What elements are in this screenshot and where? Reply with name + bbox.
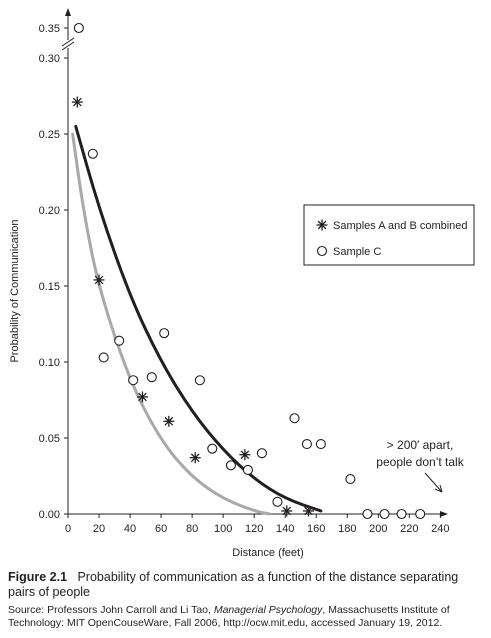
- data-point-sample-c: [242, 464, 254, 475]
- annotation-arrow-head: [434, 484, 443, 493]
- y-tick-label: 0.25: [39, 129, 60, 141]
- data-point-sample-c: [272, 496, 283, 507]
- x-tick-label: 140: [276, 523, 294, 535]
- annotation-arrow-shaft: [424, 472, 443, 493]
- asterisk-stroke: [72, 97, 82, 107]
- data-point-samples-ab: [302, 505, 314, 517]
- asterisk-stroke: [138, 392, 147, 402]
- asterisk-stroke: [282, 506, 292, 516]
- x-tick-label: 160: [307, 523, 325, 535]
- data-point-sample-c: [301, 439, 312, 450]
- source-suffix: , Massachusetts Institute of Technology:…: [8, 604, 450, 629]
- x-tick-label: 80: [186, 523, 198, 535]
- data-point-sample-c: [379, 508, 390, 520]
- x-tick-label: 20: [93, 523, 105, 535]
- data-point-sample-c: [98, 352, 109, 363]
- asterisk-stroke: [240, 450, 250, 460]
- fit-curves: [71, 124, 323, 516]
- x-tick-label: 100: [214, 523, 232, 535]
- x-axis-title: Distance (feet): [232, 547, 304, 559]
- x-tick-label: 220: [400, 523, 418, 535]
- legend-marker-circle: [316, 245, 328, 257]
- data-point-sample-c: [289, 413, 300, 424]
- y-tick-label: 0.30: [39, 53, 60, 65]
- x-axis-arrow: [440, 511, 448, 517]
- data-point-samples-ab: [163, 415, 175, 427]
- y-axis-title: Probability of Communication: [9, 219, 21, 362]
- y-tick-label: 0.15: [39, 281, 60, 293]
- data-point-sample-c: [194, 375, 205, 386]
- y-tick-label: 0.05: [39, 433, 60, 445]
- data-point-sample-c: [87, 148, 98, 159]
- caption-text-block: Figure 2.1 Probability of communication …: [8, 570, 486, 600]
- asterisk-stroke: [317, 220, 327, 230]
- data-points: [71, 22, 426, 520]
- asterisk-stroke: [164, 416, 174, 426]
- data-point-samples-ab: [136, 391, 148, 403]
- fit-curve-c: [71, 132, 272, 516]
- legend-label: Samples A and B combined: [333, 220, 468, 232]
- legend-box: [303, 204, 475, 266]
- y-axis-arrow: [65, 8, 71, 16]
- data-point-sample-c: [256, 448, 267, 459]
- data-point-sample-c: [128, 375, 139, 386]
- asterisk-stroke: [94, 275, 104, 285]
- data-point-sample-c: [207, 443, 218, 454]
- chart-area: 0 20 40 60 80 100 120 140 160 180 200 220 240 0.00 0.0…: [9, 8, 475, 559]
- annotation: > 200′ apart, people don’t talk: [376, 438, 465, 493]
- source-title: Managerial Psychology: [213, 604, 323, 616]
- legend-label: Sample C: [333, 246, 381, 258]
- caption-text: Probability of communication as a functi…: [8, 570, 459, 599]
- caption-source: Source: Professors John Carroll and Li T…: [8, 604, 486, 630]
- y-tick-label: 0.35: [39, 23, 60, 35]
- data-point-samples-ab: [189, 452, 201, 464]
- data-point-sample-c: [396, 508, 407, 520]
- data-point-sample-c: [345, 473, 356, 485]
- asterisk-stroke: [304, 506, 313, 516]
- data-point-sample-c: [315, 439, 326, 450]
- data-point-sample-c: [362, 508, 373, 520]
- y-axis-break-mark: [61, 37, 75, 51]
- y-tick-label: 0.00: [39, 509, 60, 521]
- data-point-sample-c: [73, 22, 84, 34]
- figure-label: Figure 2.1: [8, 570, 68, 584]
- x-tick-label: 180: [338, 523, 356, 535]
- data-point-sample-c: [114, 335, 125, 346]
- data-point-samples-ab: [71, 96, 83, 108]
- data-point-sample-c: [146, 372, 157, 383]
- legend-marker-asterisk: [316, 219, 328, 231]
- y-tick-label: 0.20: [39, 205, 60, 217]
- annotation-line-2: people don’t talk: [376, 455, 464, 469]
- data-point-sample-c: [159, 328, 170, 339]
- source-prefix: Source: Professors John Carroll and Li T…: [8, 604, 214, 616]
- x-tick-label: 0: [65, 523, 71, 535]
- data-point-sample-c: [225, 460, 236, 471]
- y-tick-label: 0.10: [39, 357, 60, 369]
- data-point-samples-ab: [281, 505, 293, 517]
- x-tick-label: 60: [155, 523, 167, 535]
- data-point-samples-ab: [239, 449, 251, 461]
- legend: Samples A and B combined Sample C: [303, 204, 475, 266]
- data-point-samples-ab: [93, 274, 105, 286]
- fit-curve-ab: [74, 124, 323, 513]
- x-tick-label: 200: [369, 523, 387, 535]
- figure-caption: Figure 2.1 Probability of communication …: [8, 570, 486, 630]
- x-tick-label: 120: [245, 523, 263, 535]
- annotation-line-1: > 200′ apart,: [387, 438, 454, 452]
- x-tick-label: 40: [124, 523, 136, 535]
- axes: 0 20 40 60 80 100 120 140 160 180 200 220 240 0.00 0.0…: [9, 8, 450, 559]
- x-tick-label: 240: [431, 523, 449, 535]
- data-point-sample-c: [415, 508, 426, 520]
- asterisk-stroke: [190, 453, 200, 463]
